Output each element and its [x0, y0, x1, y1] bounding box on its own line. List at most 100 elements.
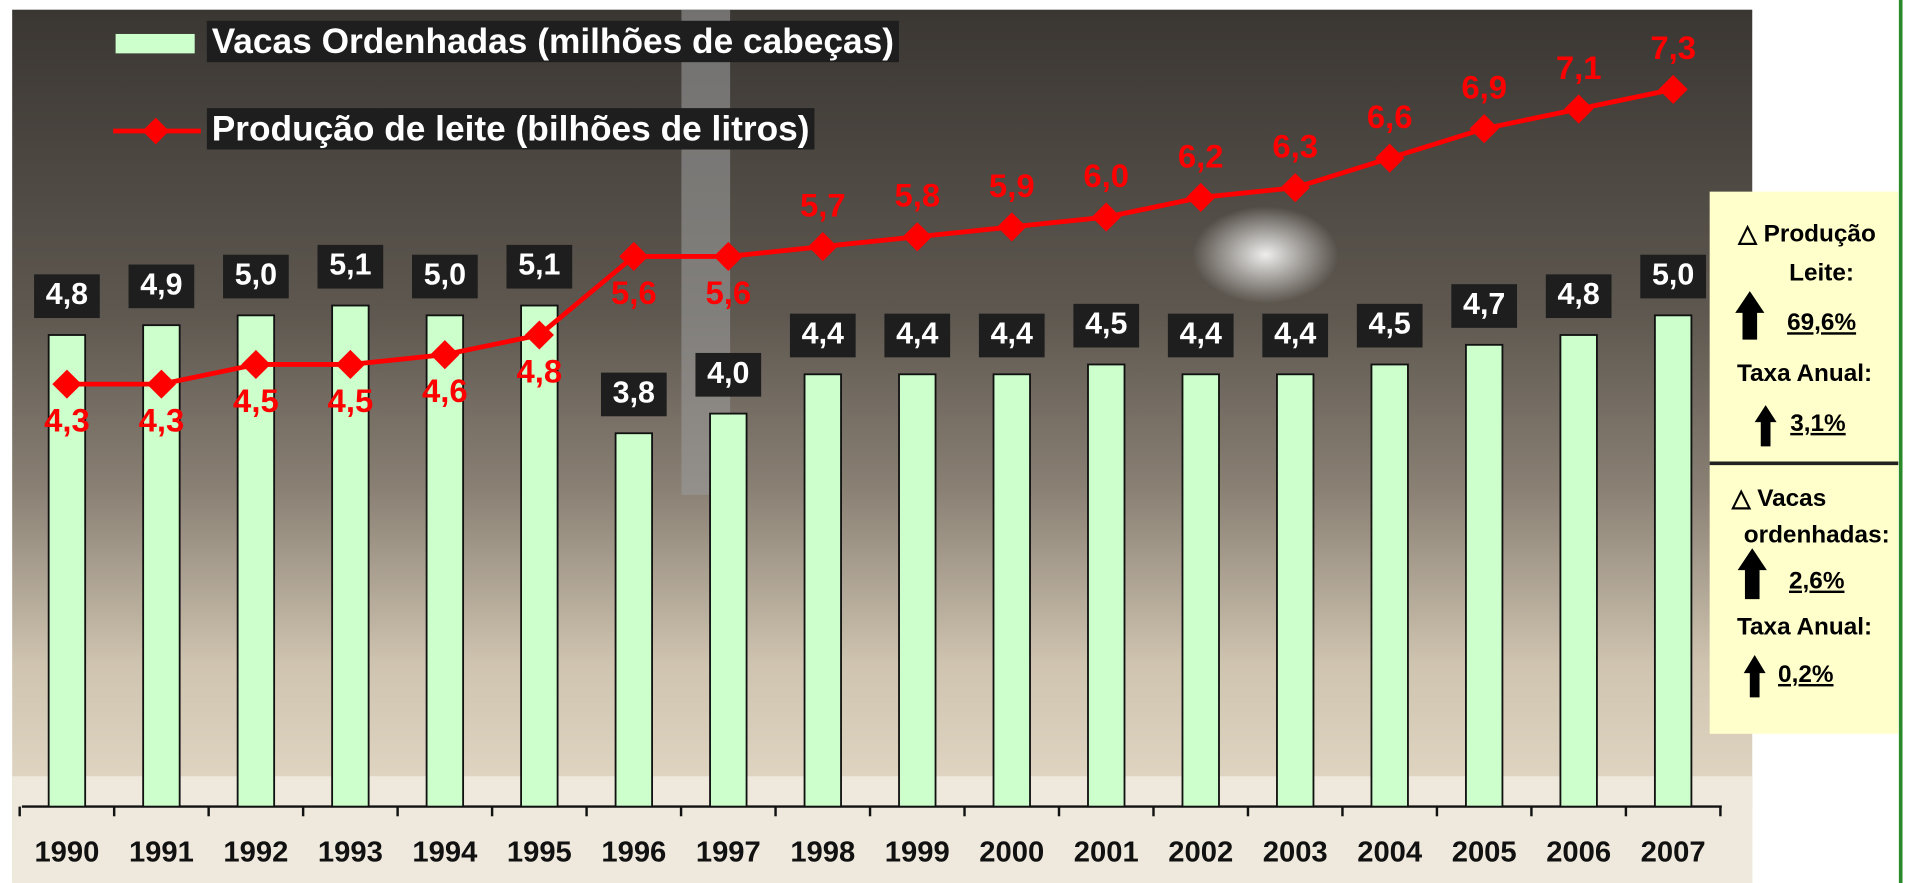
- value-label: 4,3: [44, 402, 90, 439]
- marker: [524, 320, 554, 350]
- value-label: 7,1: [1556, 49, 1602, 86]
- value-label-box: [789, 313, 856, 358]
- value-label: 6,6: [1367, 98, 1413, 135]
- value-label: 5,0: [1652, 259, 1694, 292]
- x-tick-label: 2005: [1452, 837, 1517, 869]
- panel-title: Leite:: [1789, 260, 1854, 287]
- axis-band: [12, 776, 1753, 883]
- value-label: 4,5: [1369, 308, 1411, 341]
- panel-title: △ Vacas: [1731, 485, 1826, 512]
- value-label: 4,4: [991, 318, 1033, 351]
- value-label: 5,8: [894, 177, 940, 214]
- panel-value: 3,1%: [1790, 410, 1845, 437]
- value-label-box: [1356, 303, 1423, 348]
- value-label-box: [506, 244, 573, 289]
- marker: [146, 369, 177, 399]
- value-label-box: [1545, 274, 1612, 319]
- value-label: 4,5: [328, 382, 374, 419]
- marker: [1091, 202, 1121, 232]
- value-label: 4,8: [1558, 278, 1600, 311]
- value-label-box: [978, 313, 1045, 358]
- value-label: 4,5: [1085, 308, 1127, 341]
- x-tick-label: 1999: [885, 837, 950, 869]
- line: [66, 87, 1674, 387]
- value-label: 6,3: [1272, 128, 1318, 165]
- bar: [1465, 343, 1504, 808]
- panel-value: 69,6%: [1787, 309, 1856, 336]
- value-label: 4,4: [896, 318, 938, 351]
- x-tick-label: 2002: [1168, 837, 1233, 869]
- side-panel: △ Produção Leite: 69,6% Taxa Anual: 3,1%…: [1709, 191, 1899, 734]
- value-label: 4,8: [517, 353, 563, 390]
- legend-marker: [142, 117, 170, 145]
- bar: [47, 334, 87, 808]
- up-arrow: [1735, 291, 1765, 340]
- bar: [331, 304, 370, 808]
- panel-label: Taxa Anual:: [1737, 614, 1872, 641]
- up-arrow: [1737, 548, 1767, 600]
- bar: [1559, 334, 1598, 808]
- value-label: 6,9: [1461, 69, 1507, 106]
- value-label: 7,3: [1650, 29, 1696, 66]
- background-photo: [12, 9, 1753, 883]
- bar: [1276, 373, 1315, 808]
- x-tick-label: 1998: [790, 837, 855, 869]
- value-label-box: [223, 254, 289, 299]
- x-tick-label: 2004: [1357, 837, 1423, 869]
- x-tick-label: 1993: [318, 837, 383, 869]
- value-label-box: [1262, 313, 1329, 358]
- bar: [1653, 314, 1693, 808]
- x-tick-label: 1997: [696, 837, 761, 869]
- marker: [1469, 114, 1499, 144]
- x-tick-label: 1995: [507, 837, 572, 869]
- bar: [236, 314, 276, 808]
- value-label: 6,0: [1083, 157, 1129, 194]
- marker: [997, 212, 1027, 242]
- marker: [335, 349, 365, 380]
- x-tick-label: 1996: [601, 837, 666, 869]
- value-label: 4,9: [140, 268, 182, 301]
- value-label: 5,6: [705, 274, 751, 311]
- value-label: 5,1: [329, 249, 371, 282]
- value-label: 6,2: [1178, 137, 1224, 174]
- bar: [520, 304, 559, 808]
- value-label: 5,1: [518, 249, 560, 282]
- legend-label-box: [206, 108, 815, 150]
- value-label-box: [128, 264, 195, 309]
- value-label: 4,6: [422, 372, 468, 409]
- marker: [241, 349, 271, 380]
- value-label-box: [1451, 284, 1518, 328]
- legend-label: Produção de leite (bilhões de litros): [212, 109, 810, 148]
- legend-label-box: [206, 20, 899, 63]
- panel-title: △ Produção: [1737, 221, 1876, 248]
- marker: [902, 222, 932, 252]
- marker: [1564, 94, 1594, 124]
- bar: [992, 373, 1031, 808]
- x-tick-label: 2006: [1546, 837, 1611, 869]
- value-label-box: [412, 254, 478, 299]
- bar: [709, 412, 748, 808]
- value-label: 4,0: [707, 357, 749, 390]
- value-label-box: [1167, 313, 1234, 358]
- value-label: 5,7: [800, 186, 846, 223]
- value-label: 4,7: [1463, 288, 1505, 321]
- value-label: 3,8: [613, 376, 655, 409]
- bar: [898, 373, 937, 808]
- panel-label: Taxa Anual:: [1737, 360, 1872, 387]
- x-tick-label: 1994: [412, 837, 478, 869]
- value-label: 4,8: [46, 278, 88, 311]
- value-label-box: [317, 244, 384, 289]
- value-label: 5,0: [424, 259, 466, 292]
- value-label-box: [1073, 303, 1140, 348]
- bar: [614, 432, 653, 808]
- x-tick-label: 1990: [34, 837, 99, 869]
- bar: [1370, 363, 1409, 808]
- legend-swatch: [115, 33, 195, 54]
- value-label: 5,0: [235, 259, 277, 292]
- x-tick-label: 2001: [1074, 837, 1139, 869]
- panel-title: ordenhadas:: [1744, 522, 1890, 549]
- marker: [430, 340, 460, 370]
- x-tick-label: 2007: [1641, 837, 1706, 869]
- bar: [142, 324, 181, 808]
